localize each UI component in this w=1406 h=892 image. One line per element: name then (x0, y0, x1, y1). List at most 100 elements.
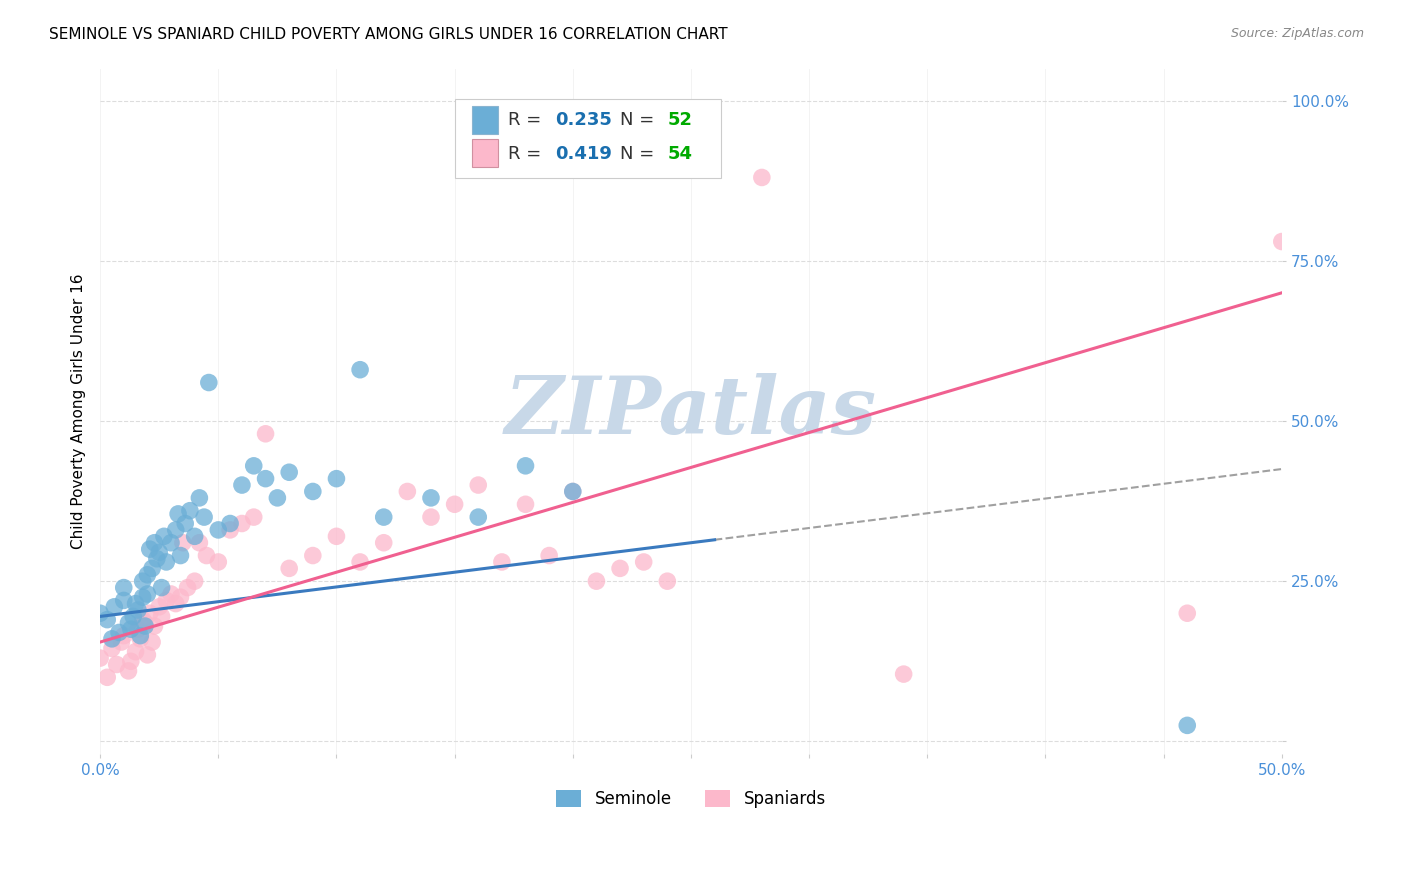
Point (136, 567, 159, 582)
Point (150, 609, 173, 624)
Point (420, 491, 443, 505)
Text: 54: 54 (668, 145, 692, 163)
Point (609, 561, 631, 575)
Point (188, 491, 211, 505)
Point (751, 170, 773, 185)
Point (169, 591, 191, 605)
Point (148, 599, 170, 614)
Point (134, 619, 156, 633)
Point (561, 484, 583, 499)
Point (112, 593, 135, 607)
Point (136, 648, 159, 662)
Point (120, 654, 142, 668)
Point (101, 632, 124, 646)
Text: R =: R = (508, 145, 547, 163)
Bar (472, 106, 498, 134)
Text: SEMINOLE VS SPANIARD CHILD POVERTY AMONG GIRLS UNDER 16 CORRELATION CHART: SEMINOLE VS SPANIARD CHILD POVERTY AMONG… (49, 27, 728, 42)
Text: Source: ZipAtlas.com: Source: ZipAtlas.com (1230, 27, 1364, 40)
Point (129, 632, 152, 646)
Point (325, 472, 347, 486)
FancyBboxPatch shape (454, 99, 720, 178)
Point (207, 523, 229, 537)
Point (1271, 235, 1294, 249)
Point (266, 491, 288, 505)
Point (467, 478, 489, 492)
Point (585, 574, 607, 589)
Point (207, 555, 229, 569)
Point (155, 593, 177, 607)
Point (373, 510, 395, 524)
Point (219, 516, 242, 531)
Point (89, 651, 111, 665)
Text: R =: R = (508, 111, 547, 129)
Text: 0.419: 0.419 (555, 145, 612, 163)
Point (143, 535, 166, 549)
Point (101, 641, 124, 656)
Point (120, 622, 142, 636)
Point (143, 619, 166, 633)
Point (188, 535, 211, 549)
Point (242, 458, 264, 473)
Point (108, 625, 131, 640)
Point (165, 523, 187, 537)
Point (231, 478, 253, 492)
Point (325, 529, 347, 543)
Point (153, 529, 176, 543)
Point (148, 545, 170, 559)
Text: N =: N = (620, 145, 659, 163)
Point (131, 591, 153, 605)
Point (150, 581, 173, 595)
Point (176, 581, 198, 595)
Point (561, 484, 583, 499)
Point (467, 510, 489, 524)
Point (136, 587, 159, 601)
Point (1175, 718, 1198, 732)
Point (139, 542, 162, 557)
Point (242, 510, 264, 524)
Point (301, 484, 323, 499)
Point (141, 635, 163, 649)
Point (155, 555, 177, 569)
Point (183, 574, 205, 589)
Point (254, 472, 277, 486)
Point (124, 597, 146, 611)
Point (134, 615, 156, 630)
Point (195, 549, 218, 563)
Point (169, 549, 191, 563)
Point (349, 362, 371, 376)
Point (112, 629, 135, 643)
Point (515, 458, 537, 473)
Point (110, 635, 132, 649)
Point (538, 549, 561, 563)
Point (420, 510, 443, 524)
Point (373, 535, 395, 549)
Legend: Seminole, Spaniards: Seminole, Spaniards (550, 783, 832, 814)
Point (105, 657, 128, 672)
Point (657, 574, 679, 589)
Point (96, 613, 118, 627)
Point (179, 504, 201, 518)
Point (131, 574, 153, 589)
Point (254, 426, 277, 441)
Point (139, 606, 162, 620)
Point (443, 497, 465, 511)
Point (183, 529, 205, 543)
Point (117, 615, 139, 630)
Point (96, 670, 118, 684)
Point (124, 645, 146, 659)
Point (219, 523, 242, 537)
Point (174, 516, 197, 531)
Point (141, 561, 163, 575)
Point (146, 551, 169, 566)
Text: N =: N = (620, 111, 659, 129)
Point (301, 549, 323, 563)
Point (131, 613, 153, 627)
Point (349, 555, 371, 569)
Point (633, 555, 655, 569)
Point (491, 555, 513, 569)
Point (231, 516, 253, 531)
Point (160, 535, 183, 549)
Point (122, 609, 145, 624)
Point (198, 376, 221, 390)
Point (278, 465, 301, 479)
